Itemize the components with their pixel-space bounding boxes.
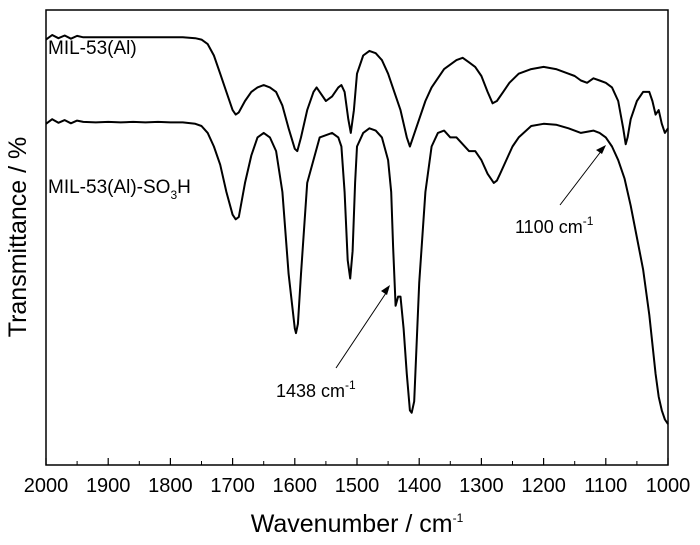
x-axis-title-sup: -1 bbox=[453, 511, 464, 525]
x-tick-label-1700: 1700 bbox=[210, 475, 255, 497]
series-label-so3h-text: MIL-53(Al)-SO bbox=[48, 177, 170, 198]
annotation-1438-label: 1438 cm-1 bbox=[276, 378, 356, 401]
series-line-0 bbox=[45, 34, 669, 153]
x-axis-ticks: 2000 1900 1800 1700 1600 1500 1400 1300 1200 1100… bbox=[24, 458, 691, 497]
series-label-mil53-text: MIL-53(Al) bbox=[48, 38, 137, 59]
x-tick-label-1600: 1600 bbox=[273, 475, 318, 497]
annotation-1438-sup: -1 bbox=[345, 378, 356, 392]
annotation-1438-text: 1438 cm bbox=[276, 381, 345, 401]
x-tick-label-1000: 1000 bbox=[646, 475, 691, 497]
y-axis-title: Transmittance / % bbox=[4, 137, 32, 338]
x-tick-label-1500: 1500 bbox=[335, 475, 380, 497]
series-label-so3h-sub: 3 bbox=[170, 188, 177, 202]
x-axis-title-text: Wavenumber / cm bbox=[251, 510, 453, 538]
series-label-so3h-tail: H bbox=[177, 177, 191, 198]
series-label-mil53: MIL-53(Al) bbox=[48, 38, 137, 59]
annotation-1100-label: 1100 cm-1 bbox=[515, 214, 594, 237]
annotation-1100-text: 1100 cm bbox=[515, 217, 583, 237]
annotation-1100-arrow-line bbox=[559, 149, 603, 206]
x-tick-label-1400: 1400 bbox=[397, 475, 442, 497]
x-tick-label-1900: 1900 bbox=[86, 475, 131, 497]
x-tick-label-1100: 1100 bbox=[584, 475, 627, 497]
series-line-1 bbox=[45, 118, 669, 425]
series-layer bbox=[45, 34, 669, 425]
annotation-1438: 1438 cm-1 bbox=[276, 285, 390, 401]
annotation-1100-arrowhead bbox=[596, 145, 606, 154]
annotation-1100-sup: -1 bbox=[583, 214, 594, 228]
annotation-1438-arrow-line bbox=[335, 289, 389, 369]
annotation-1438-arrowhead bbox=[381, 285, 390, 295]
x-tick-label-1800: 1800 bbox=[148, 475, 193, 497]
annotation-1100: 1100 cm-1 bbox=[515, 145, 606, 237]
x-axis-title: Wavenumber / cm-1 bbox=[251, 510, 464, 538]
x-tick-label-1300: 1300 bbox=[459, 475, 504, 497]
x-tick-label-2000: 2000 bbox=[24, 475, 69, 497]
x-tick-label-1200: 1200 bbox=[521, 475, 566, 497]
series-label-mil53-so3h: MIL-53(Al)-SO3H bbox=[48, 177, 191, 202]
